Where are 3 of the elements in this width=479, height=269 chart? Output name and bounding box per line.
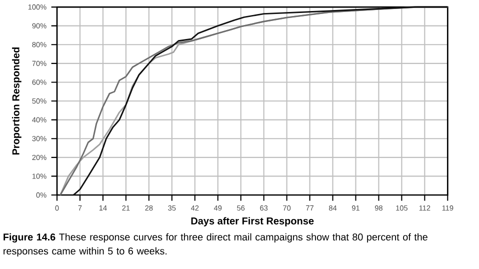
text: Figure 14.6 These response curves for three direct mail campaigns show that 80 percent of the responses came within 5 to 6 weeks. <box>4 233 428 256</box>
y-axis-title: Proportion Responded <box>12 48 22 155</box>
x-axis-title: Days after First Response <box>191 217 314 226</box>
